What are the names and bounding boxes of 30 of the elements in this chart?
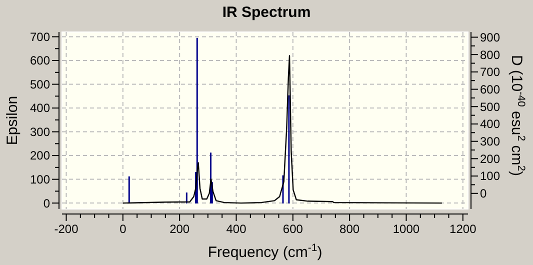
y2-tick-label: 600	[480, 82, 500, 96]
y2-tick-label: 400	[480, 117, 500, 132]
y2-tick-label: 700	[480, 65, 500, 80]
x-tick-label: 200	[170, 222, 190, 236]
x-tick-label: 800	[340, 222, 360, 236]
y2-tick-label: 800	[480, 48, 500, 62]
y-axis-title: Epsilon	[4, 96, 21, 146]
y-tick-label: 300	[30, 124, 50, 139]
x-tick-label: 400	[226, 222, 247, 236]
y-tick-label: 100	[30, 172, 50, 186]
y2-tick-label: 200	[480, 152, 500, 166]
x-axis-title: Frequency (cm$^{-1}$)	[208, 242, 322, 261]
y2-tick-label: 100	[480, 169, 500, 184]
y-tick-label: 200	[30, 148, 50, 163]
line-series	[122, 55, 443, 204]
x-tick-label: 1000	[392, 222, 420, 236]
x-tick-label: 600	[282, 222, 304, 236]
y2-tick-label: 0	[480, 186, 487, 201]
x-tick-label: 1200	[450, 222, 477, 236]
y-tick-label: 700	[30, 30, 50, 44]
y2-tick-label: 500	[480, 100, 500, 114]
y2-tick-label: 900	[480, 30, 500, 44]
y2-tick-label: 300	[480, 134, 500, 149]
y-tick-label: 400	[30, 101, 50, 116]
chart-title: IR Spectrum	[222, 4, 311, 21]
x-tick-label: -200	[54, 222, 79, 236]
y-tick-label: 500	[30, 77, 50, 92]
x-tick-label: 0	[120, 222, 127, 236]
y-tick-label: 600	[30, 54, 50, 68]
y-tick-label: 0	[43, 196, 50, 210]
